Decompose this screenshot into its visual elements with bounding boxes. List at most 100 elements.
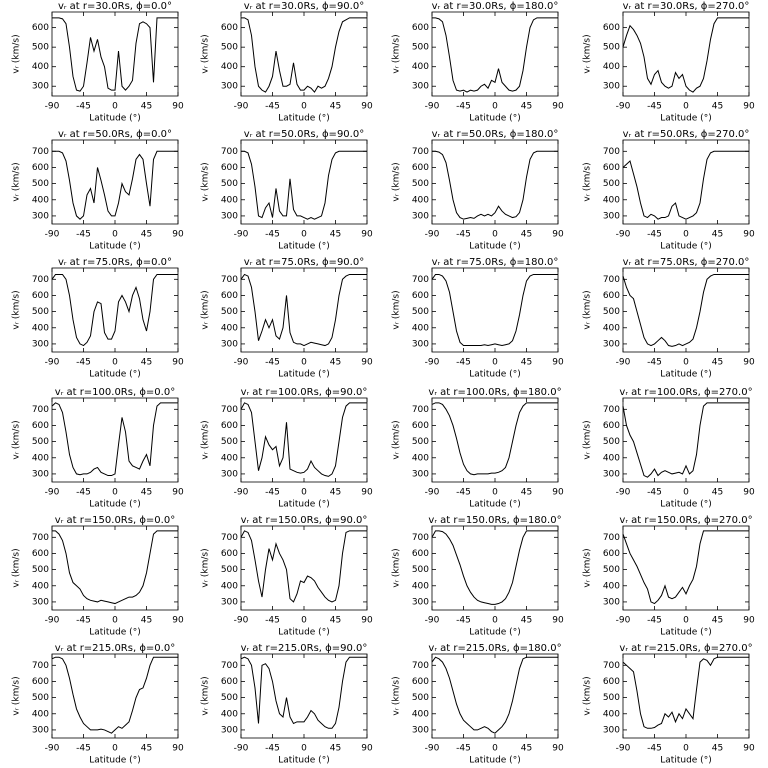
x-tick-label: 45 [330,230,341,240]
y-tick-label: 300 [221,725,238,735]
y-tick-label: 300 [221,469,238,479]
data-line [432,150,558,220]
panel-title: vᵣ at r=30.0Rs, ϕ=0.0° [58,1,172,12]
y-tick-label: 700 [221,405,238,415]
y-tick-label: 300 [412,82,429,92]
data-line [622,17,749,93]
x-tick-label: 45 [141,616,152,626]
y-tick-label: 400 [221,62,238,72]
y-axis-label: vᵣ (km/s) [583,162,593,201]
y-tick-label: 700 [603,275,620,285]
x-tick-label: 0 [301,358,307,368]
plot-frame [51,11,179,97]
y-tick-label: 700 [603,661,620,671]
y-tick-label: 400 [603,581,620,591]
y-tick-label: 300 [603,82,620,92]
y-tick-label: 300 [221,597,238,607]
y-tick-label: 500 [412,307,429,317]
x-tick-label: 0 [112,230,118,240]
data-line [622,150,749,220]
plot-frame [622,525,750,611]
x-tick-label: 90 [552,488,564,498]
panel-title: vᵣ at r=75.0Rs, ϕ=270.0° [623,257,750,268]
y-tick-label: 400 [412,62,429,72]
y-tick-label: 300 [32,469,49,479]
panel: vᵣ at r=75.0Rs, ϕ=0.0° -90 -45 0 45 90 300 400 5… [12,257,184,380]
y-tick-label: 600 [32,677,49,687]
panel: vᵣ at r=100.0Rs, ϕ=270.0° -90 -45 0 45 90 300 4… [583,387,755,510]
plot-frame [622,653,750,739]
plot-frame [431,397,559,483]
x-axis-label: Latitude (°) [660,370,711,380]
y-axis-label: vᵣ (km/s) [392,34,402,73]
x-tick-label: -90 [234,488,249,498]
data-line [431,530,558,605]
y-tick-label: 700 [221,661,238,671]
panel: vᵣ at r=100.0Rs, ϕ=180.0° -90 -45 0 45 90 300 4… [392,387,564,510]
y-axis-label: vᵣ (km/s) [392,548,402,587]
y-tick-label: 600 [603,549,620,559]
x-tick-label: -45 [265,230,280,240]
x-axis-label: Latitude (°) [278,628,329,638]
y-tick-label: 300 [603,725,620,735]
y-tick-label: 300 [32,211,49,221]
y-tick-label: 600 [221,23,238,33]
y-tick-label: 600 [603,23,620,33]
panel-title: vᵣ at r=150.0Rs, ϕ=180.0° [428,515,561,526]
x-tick-label: 0 [112,744,118,754]
plot-frame [51,525,179,611]
plot-frame [51,139,179,225]
data-line [241,150,367,220]
x-tick-label: -45 [456,358,471,368]
x-tick-label: 45 [330,744,341,754]
x-tick-label: 45 [141,744,152,754]
plot-frame [51,397,179,483]
y-tick-label: 700 [412,147,429,157]
x-tick-label: 0 [301,616,307,626]
y-tick-label: 600 [221,291,238,301]
x-tick-label: -45 [265,102,280,112]
y-tick-label: 600 [603,163,620,173]
x-tick-label: -45 [647,488,662,498]
x-tick-label: 90 [361,744,373,754]
data-line [51,402,178,477]
plot-frame [431,525,559,611]
data-line [622,273,749,347]
x-tick-label: 0 [683,488,689,498]
y-tick-label: 400 [221,581,238,591]
panel: vᵣ at r=50.0Rs, ϕ=90.0° -90 -45 0 45 90 300 400… [201,129,373,252]
x-tick-label: -90 [425,230,440,240]
x-tick-label: -90 [425,488,440,498]
y-tick-label: 500 [221,43,238,53]
x-tick-label: 45 [712,744,723,754]
panel: vᵣ at r=215.0Rs, ϕ=180.0° -90 -45 0 45 90 300 4… [392,643,564,766]
panel: vᵣ at r=150.0Rs, ϕ=270.0° -90 -45 0 45 90 300 4… [583,515,755,638]
y-tick-label: 400 [603,323,620,333]
y-tick-label: 500 [32,179,49,189]
panel-title: vᵣ at r=100.0Rs, ϕ=0.0° [55,387,175,398]
y-tick-label: 600 [32,163,49,173]
y-axis-label: vᵣ (km/s) [392,290,402,329]
x-tick-label: 0 [683,744,689,754]
panel-title: vᵣ at r=100.0Rs, ϕ=270.0° [619,387,752,398]
y-tick-label: 700 [32,661,49,671]
plot-frame [240,525,368,611]
plot-frame [431,267,559,353]
x-tick-label: 90 [552,616,564,626]
x-tick-label: -90 [45,744,60,754]
panel-title: vᵣ at r=30.0Rs, ϕ=90.0° [244,1,364,12]
panel: vᵣ at r=100.0Rs, ϕ=90.0° -90 -45 0 45 90 300 40… [201,387,373,510]
x-tick-label: 90 [743,488,755,498]
panel-title: vᵣ at r=215.0Rs, ϕ=90.0° [241,643,368,654]
y-tick-label: 500 [603,693,620,703]
x-tick-label: 90 [361,488,373,498]
y-tick-label: 500 [412,43,429,53]
panel: vᵣ at r=50.0Rs, ϕ=270.0° -90 -45 0 45 90 300 40… [583,129,755,252]
x-axis-label: Latitude (°) [469,628,520,638]
panel: vᵣ at r=215.0Rs, ϕ=0.0° -90 -45 0 45 90 300 400… [12,643,184,766]
x-axis-label: Latitude (°) [89,114,140,124]
plot-frame [622,11,750,97]
x-tick-label: 0 [112,488,118,498]
y-axis-label: vᵣ (km/s) [201,548,211,587]
panel-title: vᵣ at r=75.0Rs, ϕ=180.0° [432,257,559,268]
